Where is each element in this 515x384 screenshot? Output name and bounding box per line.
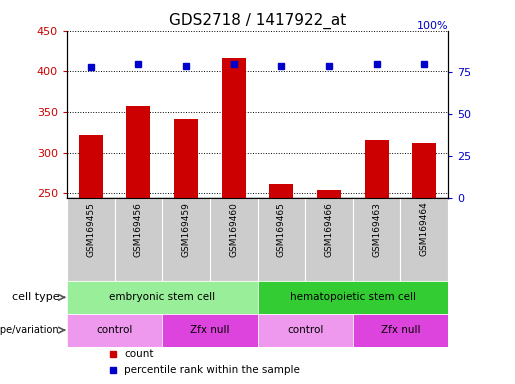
Text: GSM169465: GSM169465 xyxy=(277,202,286,257)
Bar xyxy=(305,197,353,281)
Bar xyxy=(67,314,162,346)
Bar xyxy=(174,119,198,197)
Text: cell type: cell type xyxy=(12,292,59,302)
Bar xyxy=(162,314,258,346)
Bar xyxy=(67,281,258,314)
Bar xyxy=(114,197,162,281)
Text: GSM169466: GSM169466 xyxy=(324,202,333,257)
Bar xyxy=(67,197,115,281)
Text: Zfx null: Zfx null xyxy=(381,325,420,335)
Text: GSM169464: GSM169464 xyxy=(420,202,428,257)
Bar xyxy=(258,197,305,281)
Text: GSM169463: GSM169463 xyxy=(372,202,381,257)
Text: control: control xyxy=(96,325,133,335)
Text: Zfx null: Zfx null xyxy=(190,325,230,335)
Text: GSM169455: GSM169455 xyxy=(87,202,95,257)
Bar xyxy=(222,58,246,197)
Text: hematopoietic stem cell: hematopoietic stem cell xyxy=(290,292,416,302)
Bar xyxy=(353,197,401,281)
Bar xyxy=(79,135,102,197)
Text: 100%: 100% xyxy=(417,21,448,31)
Bar xyxy=(353,314,448,346)
Bar xyxy=(317,190,341,197)
Bar xyxy=(210,197,258,281)
Title: GDS2718 / 1417922_at: GDS2718 / 1417922_at xyxy=(169,13,346,29)
Bar xyxy=(162,197,210,281)
Bar xyxy=(401,197,448,281)
Bar xyxy=(127,106,150,197)
Bar xyxy=(269,184,293,197)
Bar xyxy=(365,140,388,197)
Text: GSM169459: GSM169459 xyxy=(182,202,191,257)
Bar xyxy=(258,281,448,314)
Text: embryonic stem cell: embryonic stem cell xyxy=(109,292,215,302)
Text: count: count xyxy=(124,349,153,359)
Bar xyxy=(413,143,436,197)
Text: genotype/variation: genotype/variation xyxy=(0,325,59,335)
Text: GSM169460: GSM169460 xyxy=(229,202,238,257)
Text: percentile rank within the sample: percentile rank within the sample xyxy=(124,365,300,376)
Text: control: control xyxy=(287,325,323,335)
Text: GSM169456: GSM169456 xyxy=(134,202,143,257)
Bar xyxy=(258,314,353,346)
